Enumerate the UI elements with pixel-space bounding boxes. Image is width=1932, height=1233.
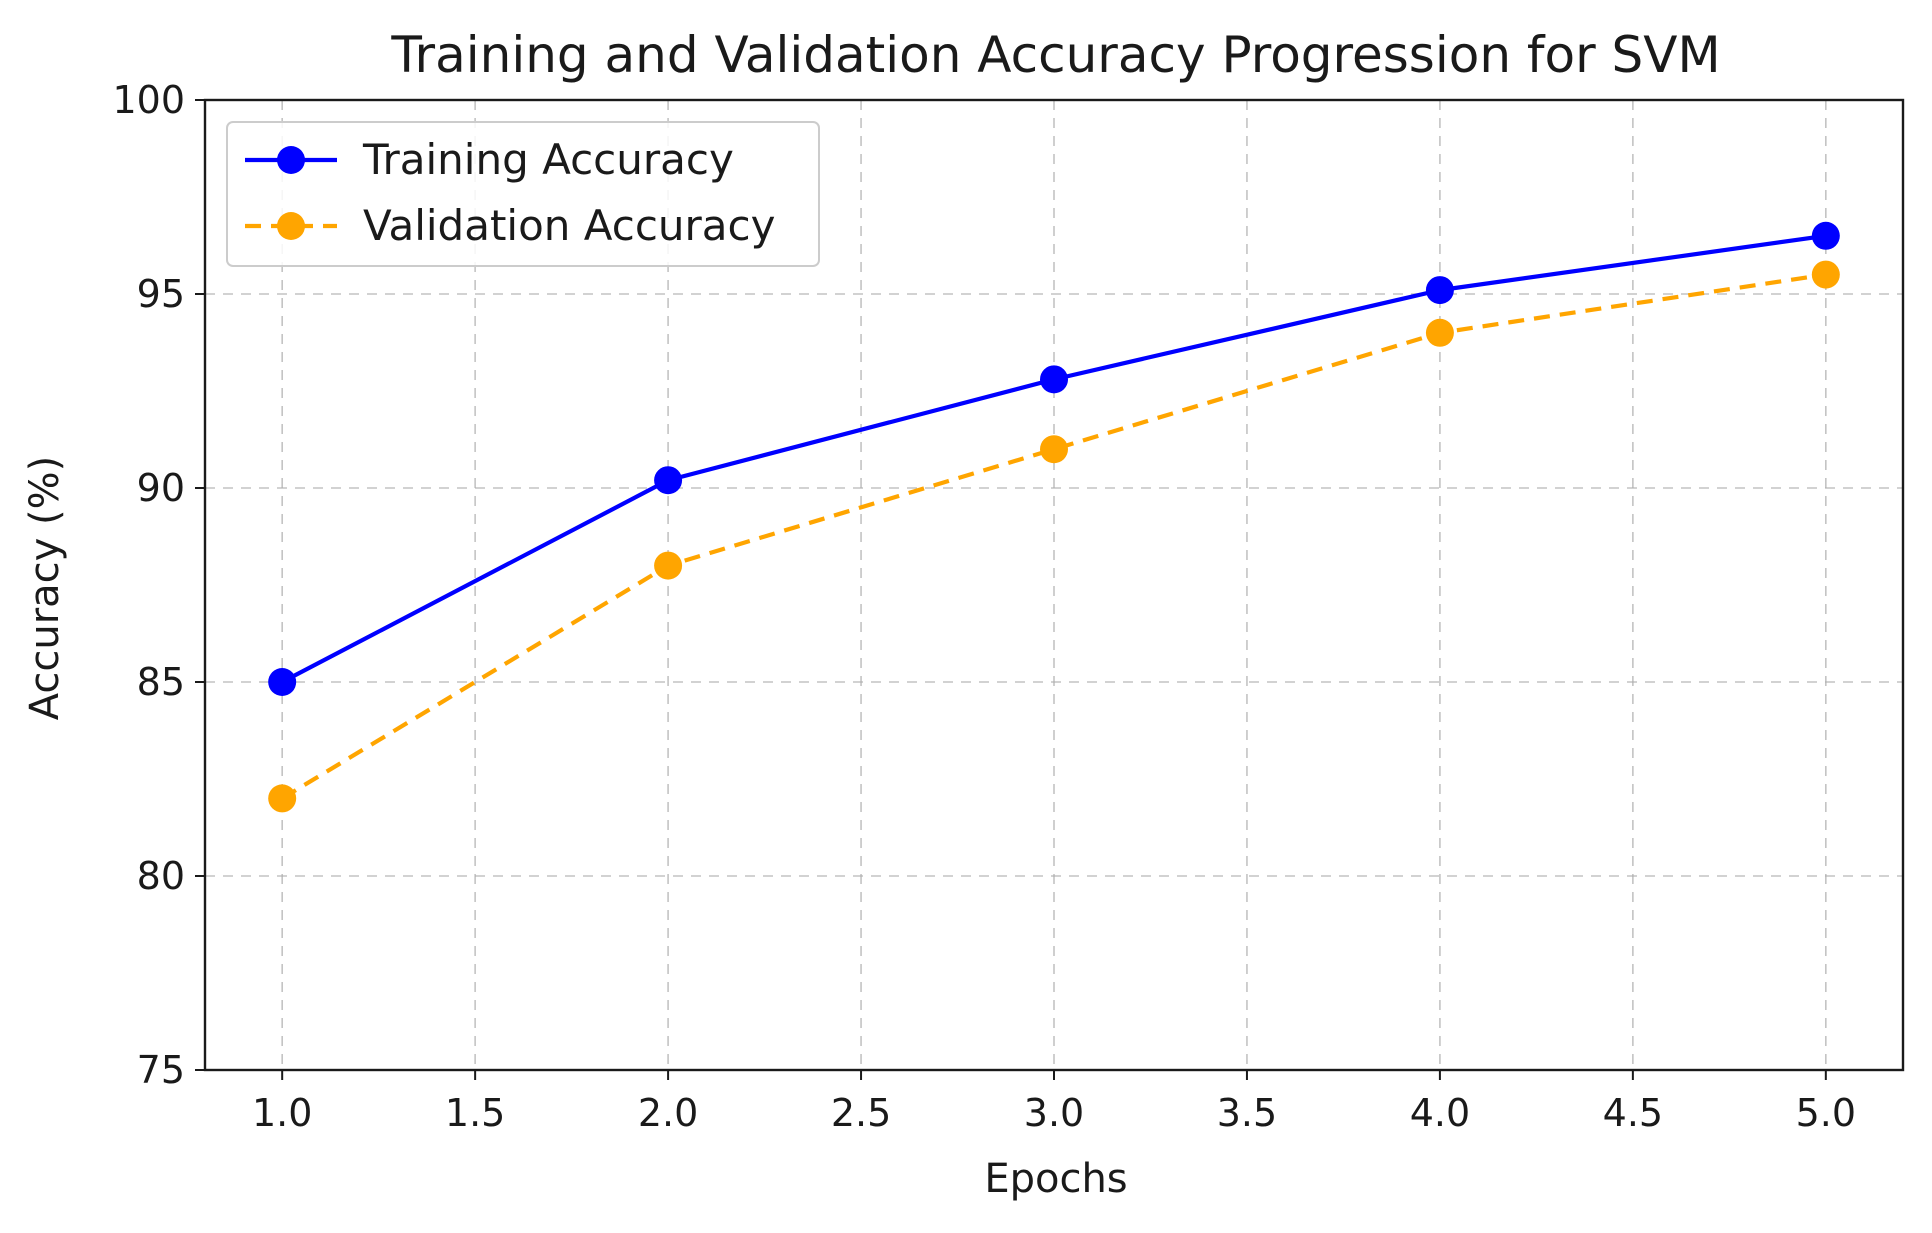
series-layer	[268, 221, 1840, 813]
data-point	[268, 668, 297, 696]
x-tick-label: 2.0	[638, 1091, 698, 1135]
y-tick-label: 100	[112, 78, 185, 122]
y-axis-label: Accuracy (%)	[22, 456, 68, 721]
x-tick-label: 4.5	[1603, 1091, 1663, 1135]
legend-box	[226, 121, 820, 267]
data-point	[1040, 435, 1068, 464]
x-tick-label: 1.5	[445, 1091, 505, 1135]
x-tick-label: 1.0	[252, 1091, 312, 1135]
data-point	[1811, 221, 1840, 250]
chart-title: Training and Validation Accuracy Progres…	[390, 26, 1720, 84]
x-axis-label: Epochs	[984, 1156, 1127, 1202]
series-0	[268, 221, 1840, 696]
data-point	[654, 551, 683, 580]
x-tick-label: 3.5	[1217, 1091, 1277, 1135]
data-point	[654, 466, 683, 495]
y-tick-label: 75	[137, 1048, 185, 1092]
legend-marker-swatch	[277, 212, 305, 240]
data-point	[1425, 318, 1454, 347]
x-tick-label: 5.0	[1796, 1091, 1856, 1135]
data-point	[1811, 260, 1840, 289]
legend-label: Validation Accuracy	[363, 201, 776, 250]
y-tick-label: 95	[137, 272, 185, 316]
x-tick-label: 2.5	[831, 1091, 891, 1135]
x-tick-label: 4.0	[1410, 1091, 1470, 1135]
axis-ticks: 1.0 1.5 2.0 2.5 3.0 3.5 4.0 4.5 5.0 75 80 85 90 95 100	[112, 78, 1856, 1135]
legend-marker-swatch	[277, 146, 305, 174]
legend: Training Accuracy Validation Accuracy	[226, 121, 820, 267]
legend-label: Training Accuracy	[362, 135, 734, 184]
legend-item: Validation Accuracy	[245, 201, 776, 250]
y-tick-label: 85	[137, 660, 185, 704]
data-point	[268, 784, 297, 813]
series-line	[281, 272, 1827, 801]
x-tick-label: 3.0	[1024, 1091, 1084, 1135]
data-point	[1425, 276, 1454, 305]
legend-item: Training Accuracy	[245, 135, 734, 184]
data-point	[1040, 365, 1068, 394]
y-tick-label: 80	[137, 854, 185, 898]
y-tick-label: 90	[137, 466, 185, 510]
series-1	[268, 260, 1840, 813]
